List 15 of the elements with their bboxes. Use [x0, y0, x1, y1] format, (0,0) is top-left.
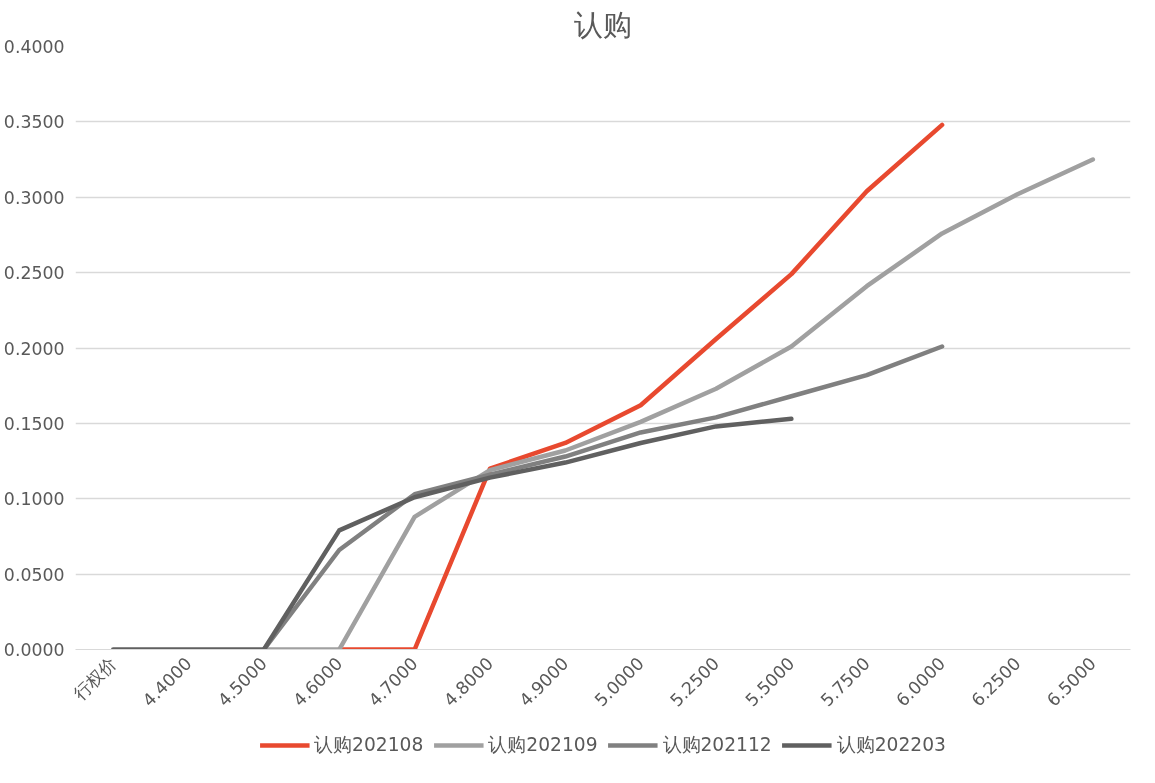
y-tick-label: 0.2500 — [3, 263, 65, 284]
y-tick-label: 0.3500 — [3, 112, 65, 133]
x-tick-label: 行权价 — [70, 653, 121, 704]
y-tick-label: 0.1000 — [3, 489, 65, 510]
chart-title: 认购 — [574, 7, 632, 42]
legend-label: 认购202109 — [488, 733, 598, 757]
y-tick-label: 0.0000 — [3, 640, 65, 660]
y-tick-label: 0.2000 — [3, 338, 65, 359]
legend-label: 认购202108 — [314, 733, 424, 757]
legend-label: 认购202203 — [836, 733, 946, 757]
y-tick-label: 0.1500 — [3, 413, 65, 434]
legend-label: 认购202112 — [662, 733, 772, 757]
y-tick-label: 0.3000 — [3, 187, 65, 208]
y-tick-label: 0.0500 — [3, 564, 65, 585]
y-tick-label: 0.4000 — [3, 37, 65, 57]
